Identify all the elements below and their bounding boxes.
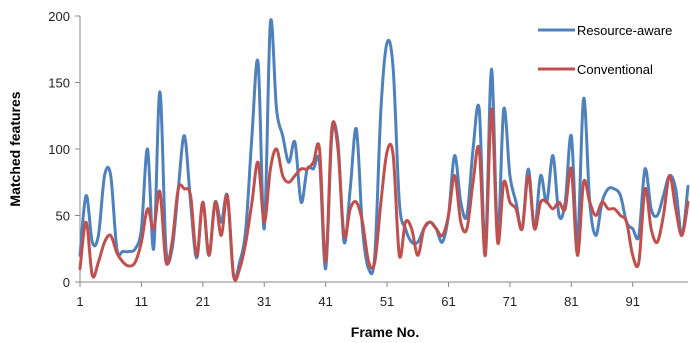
x-axis-title: Frame No. (351, 324, 419, 340)
x-tick-label: 81 (564, 294, 578, 309)
series-line-conventional (78, 107, 690, 282)
y-tick-label: 150 (48, 76, 70, 91)
legend: Resource-aware Conventional (538, 23, 672, 77)
y-axis-ticks: 0 50 100 150 200 (48, 9, 80, 290)
series-line-resource-aware (78, 18, 690, 281)
y-tick-label: 200 (48, 9, 70, 24)
x-tick-label: 61 (441, 294, 455, 309)
y-tick-label: 50 (56, 209, 70, 224)
y-tick-label: 100 (48, 142, 70, 157)
y-axis-title: Matched features (7, 91, 23, 206)
x-tick-label: 1 (76, 294, 83, 309)
y-tick-label: 0 (63, 275, 70, 290)
x-axis-ticks: 1 11 21 31 41 51 61 71 81 91 (76, 282, 640, 309)
x-tick-label: 11 (135, 294, 149, 309)
legend-label-conventional: Conventional (577, 62, 653, 77)
series-layer (78, 18, 690, 282)
x-tick-label: 91 (625, 294, 639, 309)
x-tick-label: 31 (257, 294, 271, 309)
x-tick-label: 41 (318, 294, 332, 309)
x-tick-label: 21 (196, 294, 210, 309)
legend-label-resource-aware: Resource-aware (577, 23, 672, 38)
x-tick-label: 71 (503, 294, 517, 309)
x-tick-label: 51 (380, 294, 394, 309)
